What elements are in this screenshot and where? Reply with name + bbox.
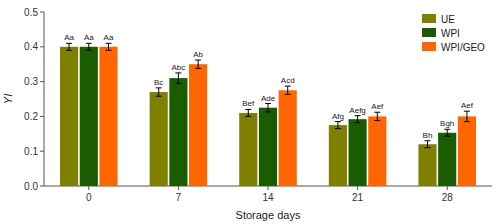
- bar-letter-label: Aa: [104, 33, 114, 42]
- error-bar: [424, 141, 430, 148]
- error-bar: [374, 112, 380, 120]
- chart-container: 0.0 0.1 0.2 0.3 0.4 0.5 0 7 14 21 28 Storage days YI…: [0, 0, 500, 224]
- legend-swatch: [422, 42, 436, 51]
- bar-letter-label: Ab: [193, 50, 203, 59]
- y-tick: [40, 46, 44, 47]
- bar-letter-label: Bef: [242, 99, 255, 108]
- x-tick: [268, 186, 269, 190]
- bar: [80, 47, 98, 186]
- bar-letter-label: Aa: [84, 33, 94, 42]
- bar: [259, 108, 277, 186]
- bar: [329, 125, 347, 186]
- y-tick-label: 0.5: [24, 7, 38, 18]
- bar-annotations: Aa Bc Bef Afg Bh Aa Abc Ade Aefg Bgh Aa Ab Acd Aef Aef: [64, 33, 473, 139]
- bar: [458, 116, 476, 186]
- legend-swatch: [422, 28, 436, 37]
- x-tick-label: 14: [262, 192, 274, 203]
- legend-swatch: [422, 14, 436, 23]
- legend-label: UE: [441, 14, 455, 25]
- y-axis-line: [44, 12, 45, 186]
- y-tick-label: 0.2: [24, 111, 38, 122]
- legend-label: WPI/GEO: [441, 42, 485, 53]
- error-bar: [86, 43, 92, 50]
- axes: 0.0 0.1 0.2 0.3 0.4 0.5 0 7 14 21 28: [24, 7, 492, 204]
- bar: [438, 133, 456, 186]
- x-tick: [88, 186, 89, 190]
- x-tick-label: 21: [352, 192, 364, 203]
- error-bar: [156, 88, 162, 96]
- chart: 0.0 0.1 0.2 0.3 0.4 0.5 0 7 14 21 28 Storage days YI…: [0, 0, 500, 224]
- bar: [418, 144, 436, 186]
- bar: [239, 113, 257, 186]
- y-tick: [40, 12, 44, 13]
- x-tick-label: 0: [86, 192, 92, 203]
- bar: [368, 116, 386, 186]
- bar-letter-label: Bgh: [440, 119, 454, 128]
- error-bar: [175, 73, 181, 83]
- bar: [60, 47, 78, 186]
- bar: [189, 64, 207, 186]
- bar-letter-label: Aa: [64, 33, 74, 42]
- error-bar: [66, 43, 72, 50]
- y-tick-label: 0.1: [24, 146, 38, 157]
- plot-area: [60, 43, 476, 186]
- y-tick: [40, 151, 44, 152]
- bar-letter-label: Bh: [423, 131, 433, 140]
- bar: [349, 119, 367, 186]
- bar-letter-label: Ade: [261, 94, 276, 103]
- x-tick-label: 28: [442, 192, 454, 203]
- error-bar: [106, 43, 112, 50]
- y-axis-title: YI: [2, 94, 14, 104]
- bar: [169, 78, 187, 186]
- legend: UE WPI WPI/GEO: [422, 14, 485, 53]
- error-bar: [245, 109, 251, 116]
- bar-letter-label: Aefg: [349, 106, 365, 115]
- error-bar: [285, 86, 291, 94]
- bar-letter-label: Abc: [172, 63, 186, 72]
- bar: [99, 47, 117, 186]
- y-tick-label: 0.0: [24, 181, 38, 192]
- x-tick-label: 7: [176, 192, 182, 203]
- bar-letter-label: Aef: [371, 102, 384, 111]
- x-tick: [357, 186, 358, 190]
- x-tick: [447, 186, 448, 190]
- bar-letter-label: Acd: [281, 76, 295, 85]
- bar-letter-label: Afg: [332, 112, 344, 121]
- y-tick: [40, 116, 44, 117]
- bar-letter-label: Aef: [461, 101, 474, 110]
- error-bar: [195, 60, 201, 68]
- y-tick: [40, 186, 44, 187]
- bar: [150, 92, 168, 186]
- y-tick-label: 0.4: [24, 41, 38, 52]
- error-bar: [265, 104, 271, 112]
- error-bar: [355, 116, 361, 123]
- y-tick-label: 0.3: [24, 76, 38, 87]
- bar-letter-label: Bc: [154, 78, 163, 87]
- error-bar: [335, 122, 341, 129]
- bar: [279, 90, 297, 186]
- error-bar: [464, 111, 470, 121]
- x-tick: [178, 186, 179, 190]
- legend-label: WPI: [441, 28, 460, 39]
- y-tick: [40, 81, 44, 82]
- x-axis-title: Storage days: [236, 209, 301, 221]
- error-bar: [444, 129, 450, 136]
